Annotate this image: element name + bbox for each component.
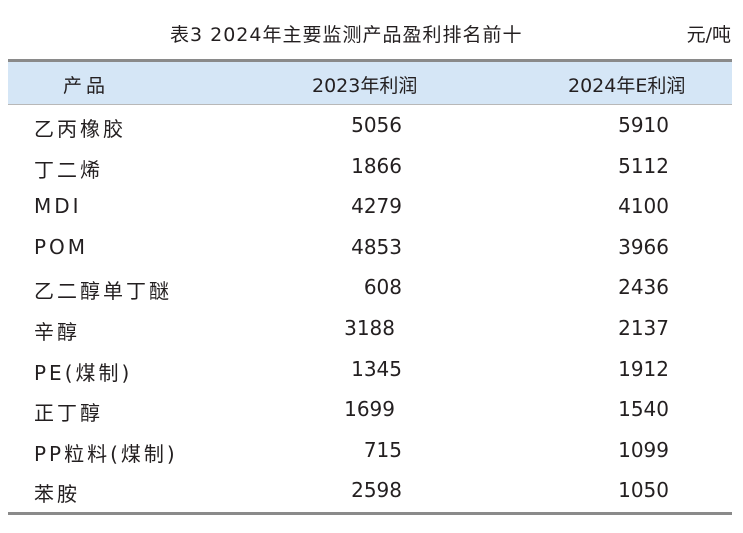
table-row: PE(煤制) 1345 1912 [0, 350, 743, 391]
table-row: 正丁醇 1699 1540 [0, 390, 743, 431]
cell-profit-2023: 4853 [351, 234, 402, 259]
cell-profit-2024e: 1099 [618, 437, 669, 462]
table-top-rule [8, 59, 732, 62]
cell-profit-2023: 3188 [344, 315, 395, 340]
cell-product: PE(煤制) [34, 360, 133, 385]
table-row: 丁二烯 1866 5112 [0, 147, 743, 188]
cell-profit-2023: 4279 [351, 194, 402, 219]
table-caption: 表3 2024年主要监测产品盈利排名前十 元/吨 [0, 14, 743, 50]
cell-profit-2024e: 2137 [618, 315, 669, 340]
table-row: MDI 4279 4100 [0, 187, 743, 228]
cell-profit-2023: 2598 [351, 478, 402, 503]
table-row: POM 4853 3966 [0, 228, 743, 269]
cell-profit-2023: 715 [363, 437, 402, 462]
table-row: 苯胺 2598 1050 [0, 471, 743, 512]
table-title: 表3 2024年主要监测产品盈利排名前十 [170, 24, 523, 46]
cell-product: 辛醇 [34, 319, 80, 344]
cell-profit-2023: 1345 [351, 356, 402, 381]
cell-product: 乙丙橡胶 [34, 117, 126, 141]
cell-profit-2023: 5056 [351, 113, 402, 137]
header-product: 产品 [63, 75, 110, 97]
table-row: 乙丙橡胶 5056 5910 [0, 106, 743, 147]
cell-profit-2024e: 1912 [618, 356, 669, 381]
cell-profit-2024e: 5910 [618, 113, 669, 137]
table-row: 乙二醇单丁醚 608 2436 [0, 268, 743, 309]
cell-product: PP粒料(煤制) [34, 441, 178, 466]
cell-profit-2024e: 1540 [618, 397, 669, 422]
cell-product: 乙二醇单丁醚 [34, 279, 172, 304]
table-row: 辛醇 3188 2137 [0, 309, 743, 350]
header-profit-2024e: 2024年E利润 [568, 75, 686, 97]
cell-profit-2024e: 3966 [618, 234, 669, 259]
cell-profit-2023: 1866 [351, 153, 402, 178]
table-header: 产品 2023年利润 2024年E利润 [8, 62, 732, 104]
cell-product: 苯胺 [34, 482, 80, 507]
table-header-rule [8, 104, 732, 105]
cell-product: 丁二烯 [34, 157, 103, 182]
table-body: 乙丙橡胶 5056 5910 丁二烯 1866 5112 MDI 4279 41… [0, 106, 743, 512]
cell-profit-2024e: 4100 [618, 194, 669, 219]
header-profit-2023: 2023年利润 [312, 75, 418, 97]
table-bottom-rule [8, 512, 732, 515]
cell-profit-2024e: 1050 [618, 478, 669, 503]
cell-profit-2023: 608 [363, 275, 402, 300]
cell-profit-2023: 1699 [344, 397, 395, 422]
table-row: PP粒料(煤制) 715 1099 [0, 431, 743, 472]
cell-product: POM [34, 234, 89, 259]
table-unit: 元/吨 [686, 24, 731, 46]
cell-product: 正丁醇 [34, 401, 103, 426]
cell-profit-2024e: 2436 [618, 275, 669, 300]
cell-profit-2024e: 5112 [618, 153, 669, 178]
cell-product: MDI [34, 194, 82, 219]
